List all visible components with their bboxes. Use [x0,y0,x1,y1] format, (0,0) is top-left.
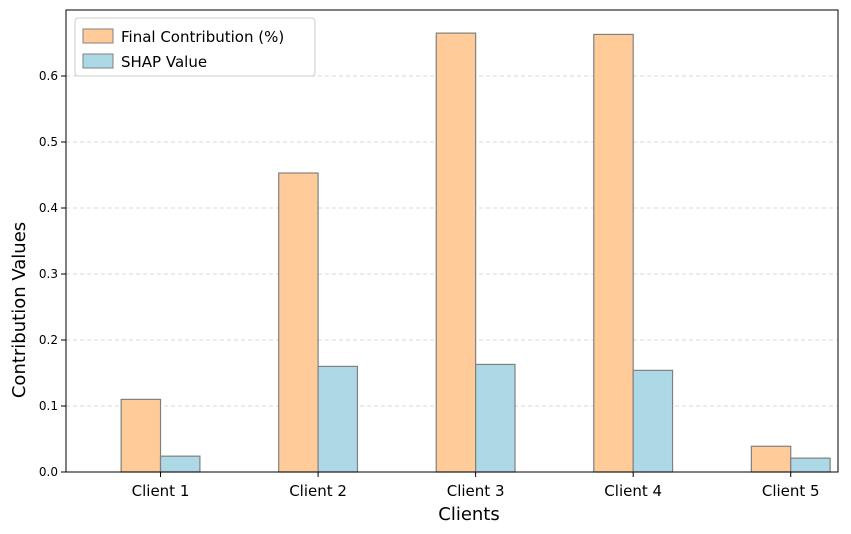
bar-shap-value [790,457,831,473]
y-axis-ticks: 0.0 0.1 0.2 0.3 0.4 0.5 0.6 [39,69,66,479]
y-tick-label: 0.3 [39,267,58,281]
bar-final-contribution [750,445,792,473]
bar-shap-value [159,455,201,473]
y-tick-label: 0.2 [39,333,58,347]
x-tick-label: Client 3 [447,482,505,500]
y-axis-label: Contribution Values [9,222,30,398]
bar-shap-value [317,365,359,473]
x-tick-label: Client 4 [604,482,662,500]
legend: Final Contribution (%) SHAP Value [74,17,316,77]
bars [120,32,831,473]
y-tick-label: 0.5 [39,135,58,149]
legend-swatch [82,28,114,44]
x-axis-label: Clients [438,504,500,525]
y-tick-label: 0.6 [39,69,58,83]
legend-swatch [82,53,114,69]
x-tick-label: Client 5 [762,482,820,500]
legend-box [74,17,316,77]
x-axis-ticks: Client 1 Client 2 Client 3 Client 4 Client 5 [132,472,820,500]
bar-final-contribution [120,398,162,473]
x-tick-label: Client 2 [289,482,347,500]
plot-frame [65,9,839,473]
legend-label: Final Contribution (%) [121,28,284,46]
bar-final-contribution [435,32,477,473]
bar-final-contribution [593,33,634,473]
y-tick-label: 0.0 [39,465,58,479]
bar-shap-value [475,363,516,473]
y-tick-label: 0.1 [39,399,58,413]
x-tick-label: Client 1 [132,482,190,500]
y-tick-label: 0.4 [39,201,58,215]
bar-shap-value [632,369,674,473]
legend-label: SHAP Value [121,53,207,71]
bar-final-contribution [278,172,319,473]
